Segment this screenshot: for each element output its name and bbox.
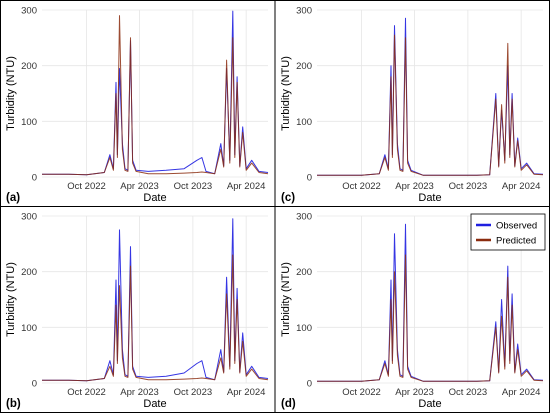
y-tick-label: 300 <box>296 6 312 17</box>
legend-label: Observed <box>496 221 537 232</box>
x-tick-label: Oct 2023 <box>174 181 213 192</box>
predicted-series-line <box>42 15 269 176</box>
legend: Observed Predicted <box>470 213 546 251</box>
y-tick-label: 0 <box>307 173 312 184</box>
y-axis-label: Turbidity (NTU) <box>5 262 17 337</box>
x-tick-label: Oct 2023 <box>174 387 213 398</box>
y-axis-label: Turbidity (NTU) <box>280 56 292 131</box>
x-tick-label: Oct 2023 <box>449 181 488 192</box>
x-tick-label: Apr 2024 <box>502 181 541 192</box>
y-tick-label: 200 <box>21 267 37 278</box>
x-tick-label: Oct 2023 <box>449 387 488 398</box>
x-tick-label: Oct 2022 <box>342 181 381 192</box>
y-tick-label: 300 <box>21 212 37 223</box>
chart-panel: 0 100 200 300 Oct 2022 Apr 2023 Oct 2023 Apr 20… <box>280 212 546 410</box>
y-tick-label: 0 <box>32 173 37 184</box>
chart-panel: 0 100 200 300 Oct 2022 Apr 2023 Oct 2023 Apr 20… <box>5 212 269 410</box>
legend-label: Predicted <box>496 236 536 247</box>
x-tick-label: Apr 2023 <box>395 181 434 192</box>
predicted-series-line <box>317 254 544 382</box>
y-tick-label: 100 <box>21 323 37 334</box>
panel-label: (a) <box>6 192 20 204</box>
y-tick-label: 100 <box>296 117 312 128</box>
x-tick-label: Apr 2023 <box>395 387 434 398</box>
x-tick-label: Oct 2022 <box>342 387 381 398</box>
y-axis-label: Turbidity (NTU) <box>280 262 292 337</box>
chart-panel: 0 100 200 300 Oct 2022 Apr 2023 Oct 2023 Apr 20… <box>280 6 544 204</box>
y-tick-label: 300 <box>296 212 312 223</box>
panel-label: (b) <box>6 398 21 410</box>
x-tick-label: Apr 2024 <box>502 387 541 398</box>
x-tick-label: Apr 2024 <box>227 181 266 192</box>
x-axis-label: Date <box>418 192 441 204</box>
y-tick-label: 300 <box>21 6 37 17</box>
y-tick-label: 100 <box>21 117 37 128</box>
legend-box <box>470 213 546 251</box>
x-axis-label: Date <box>143 192 166 204</box>
x-tick-label: Oct 2022 <box>67 387 106 398</box>
y-tick-label: 0 <box>32 379 37 390</box>
y-tick-label: 0 <box>307 379 312 390</box>
y-tick-label: 100 <box>296 323 312 334</box>
y-tick-label: 200 <box>296 61 312 72</box>
panel-label: (c) <box>281 192 295 204</box>
predicted-series-line <box>42 254 269 382</box>
x-tick-label: Apr 2024 <box>227 387 266 398</box>
chart-panel: 0 100 200 300 Oct 2022 Apr 2023 Oct 2023 Apr 20… <box>5 6 269 204</box>
x-axis-label: Date <box>143 398 166 410</box>
x-axis-label: Date <box>418 398 441 410</box>
x-tick-label: Apr 2023 <box>120 387 159 398</box>
panel-label: (d) <box>281 398 296 410</box>
y-tick-label: 200 <box>296 267 312 278</box>
y-tick-label: 200 <box>21 61 37 72</box>
y-axis-label: Turbidity (NTU) <box>5 56 17 131</box>
x-tick-label: Apr 2023 <box>120 181 159 192</box>
x-tick-label: Oct 2022 <box>67 181 106 192</box>
predicted-series-line <box>317 34 544 176</box>
